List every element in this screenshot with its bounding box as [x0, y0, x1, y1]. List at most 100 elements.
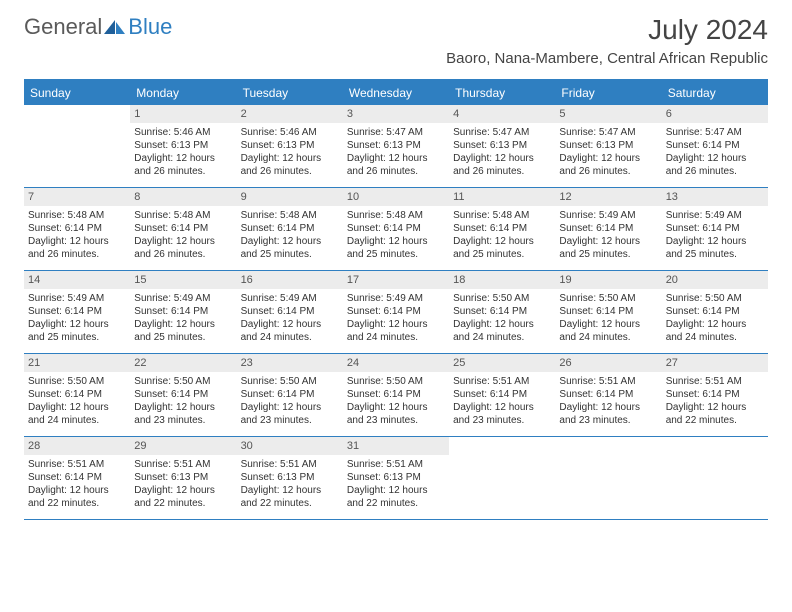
day-info-line: Sunset: 6:14 PM [453, 305, 551, 318]
day-number: 8 [130, 188, 236, 206]
day-cell: 30Sunrise: 5:51 AMSunset: 6:13 PMDayligh… [237, 437, 343, 519]
day-cell: 16Sunrise: 5:49 AMSunset: 6:14 PMDayligh… [237, 271, 343, 353]
day-info-line: Daylight: 12 hours and 26 minutes. [134, 235, 232, 261]
day-info-line: Daylight: 12 hours and 25 minutes. [453, 235, 551, 261]
day-number: 30 [237, 437, 343, 455]
day-cell: 20Sunrise: 5:50 AMSunset: 6:14 PMDayligh… [662, 271, 768, 353]
day-header-row: SundayMondayTuesdayWednesdayThursdayFrid… [24, 81, 768, 105]
day-info-line: Sunset: 6:14 PM [666, 305, 764, 318]
header: General Blue July 2024 Baoro, Nana-Mambe… [0, 0, 792, 71]
day-info-line: Daylight: 12 hours and 25 minutes. [134, 318, 232, 344]
day-info-line: Sunrise: 5:50 AM [28, 375, 126, 388]
day-info-line: Sunrise: 5:46 AM [241, 126, 339, 139]
logo-text-blue: Blue [128, 14, 172, 40]
day-info-line: Daylight: 12 hours and 23 minutes. [453, 401, 551, 427]
day-header: Tuesday [237, 81, 343, 105]
logo-text-general: General [24, 14, 102, 40]
day-cell: 19Sunrise: 5:50 AMSunset: 6:14 PMDayligh… [555, 271, 661, 353]
day-info-line: Sunset: 6:14 PM [134, 305, 232, 318]
day-cell: 29Sunrise: 5:51 AMSunset: 6:13 PMDayligh… [130, 437, 236, 519]
day-number: 27 [662, 354, 768, 372]
day-info-line: Sunset: 6:14 PM [241, 305, 339, 318]
day-info-line: Sunrise: 5:51 AM [559, 375, 657, 388]
day-cell: 25Sunrise: 5:51 AMSunset: 6:14 PMDayligh… [449, 354, 555, 436]
day-number: 15 [130, 271, 236, 289]
week-row: 21 Sunrise: 5:50 AM Sunset: 6:14 PM Dayligh… [24, 354, 768, 437]
day-info-line: Daylight: 12 hours and 24 minutes. [241, 318, 339, 344]
day-number: 12 [555, 188, 661, 206]
day-info-line: Sunset: 6:14 PM [28, 471, 126, 484]
day-info-line: Daylight: 12 hours and 25 minutes. [28, 318, 126, 344]
day-cell: 22Sunrise: 5:50 AMSunset: 6:14 PMDayligh… [130, 354, 236, 436]
day-number: 24 [343, 354, 449, 372]
day-cell: 27Sunrise: 5:51 AMSunset: 6:14 PMDayligh… [662, 354, 768, 436]
day-info-line: Daylight: 12 hours and 24 minutes. [347, 318, 445, 344]
day-info-line: Sunrise: 5:49 AM [134, 292, 232, 305]
day-info-line: Daylight: 12 hours and 25 minutes. [559, 235, 657, 261]
logo: General Blue [24, 14, 172, 40]
day-cell: 6Sunrise: 5:47 AMSunset: 6:14 PMDaylight… [662, 105, 768, 187]
day-number: 25 [449, 354, 555, 372]
day-info-line: Daylight: 12 hours and 24 minutes. [559, 318, 657, 344]
day-info-line: Sunset: 6:14 PM [28, 222, 126, 235]
day-number: 3 [343, 105, 449, 123]
day-number: 23 [237, 354, 343, 372]
day-info-line: Sunrise: 5:49 AM [666, 209, 764, 222]
day-info-line: Daylight: 12 hours and 22 minutes. [134, 484, 232, 510]
day-number: 11 [449, 188, 555, 206]
day-info-line: Sunset: 6:13 PM [241, 139, 339, 152]
day-info-line: Sunrise: 5:49 AM [241, 292, 339, 305]
location: Baoro, Nana-Mambere, Central African Rep… [446, 50, 768, 67]
day-number: 28 [24, 437, 130, 455]
day-number: 6 [662, 105, 768, 123]
day-number: 21 [24, 354, 130, 372]
title-block: July 2024 Baoro, Nana-Mambere, Central A… [446, 14, 768, 67]
day-number: 13 [662, 188, 768, 206]
day-number: 4 [449, 105, 555, 123]
day-info-line: Daylight: 12 hours and 24 minutes. [28, 401, 126, 427]
day-info-line: Sunrise: 5:51 AM [453, 375, 551, 388]
day-info-line: Sunset: 6:13 PM [134, 139, 232, 152]
day-cell: 26Sunrise: 5:51 AMSunset: 6:14 PMDayligh… [555, 354, 661, 436]
day-info-line: Sunset: 6:13 PM [347, 471, 445, 484]
day-info-line: Daylight: 12 hours and 22 minutes. [666, 401, 764, 427]
day-cell: 13Sunrise: 5:49 AMSunset: 6:14 PMDayligh… [662, 188, 768, 270]
day-info-line: Sunset: 6:14 PM [134, 222, 232, 235]
day-info-line: Daylight: 12 hours and 26 minutes. [28, 235, 126, 261]
calendar: SundayMondayTuesdayWednesdayThursdayFrid… [24, 79, 768, 520]
day-cell: 7Sunrise: 5:48 AMSunset: 6:14 PMDaylight… [24, 188, 130, 270]
day-number: 14 [24, 271, 130, 289]
day-info-line: Sunrise: 5:48 AM [28, 209, 126, 222]
day-cell: 17Sunrise: 5:49 AMSunset: 6:14 PMDayligh… [343, 271, 449, 353]
day-info-line: Sunset: 6:13 PM [241, 471, 339, 484]
day-info-line: Sunrise: 5:51 AM [666, 375, 764, 388]
day-info-line: Sunrise: 5:50 AM [666, 292, 764, 305]
day-info-line: Daylight: 12 hours and 26 minutes. [241, 152, 339, 178]
day-info-line: Sunset: 6:13 PM [347, 139, 445, 152]
day-info-line: Sunrise: 5:49 AM [559, 209, 657, 222]
day-info-line: Sunrise: 5:50 AM [134, 375, 232, 388]
day-info-line: Sunset: 6:14 PM [559, 305, 657, 318]
day-info-line: Sunset: 6:14 PM [666, 139, 764, 152]
day-cell: 4Sunrise: 5:47 AMSunset: 6:13 PMDaylight… [449, 105, 555, 187]
day-number: 1 [130, 105, 236, 123]
day-info-line: Sunset: 6:14 PM [347, 388, 445, 401]
day-number: 5 [555, 105, 661, 123]
day-info-line: Daylight: 12 hours and 26 minutes. [453, 152, 551, 178]
day-info-line: Sunrise: 5:48 AM [241, 209, 339, 222]
day-info-line: Daylight: 12 hours and 23 minutes. [241, 401, 339, 427]
week-row: 7Sunrise: 5:48 AMSunset: 6:14 PMDaylight… [24, 188, 768, 271]
day-number: 2 [237, 105, 343, 123]
day-info-line: Sunset: 6:13 PM [134, 471, 232, 484]
day-cell: 10Sunrise: 5:48 AMSunset: 6:14 PMDayligh… [343, 188, 449, 270]
day-cell: 2 Sunrise: 5:46 AMSunset: 6:13 PMDaylight… [237, 105, 343, 187]
day-info-line: Daylight: 12 hours and 22 minutes. [347, 484, 445, 510]
day-info-line: Sunset: 6:13 PM [453, 139, 551, 152]
day-number: 26 [555, 354, 661, 372]
day-info-line: Sunrise: 5:47 AM [559, 126, 657, 139]
day-cell: 9Sunrise: 5:48 AMSunset: 6:14 PMDaylight… [237, 188, 343, 270]
day-info-line: Daylight: 12 hours and 24 minutes. [453, 318, 551, 344]
day-cell: 24Sunrise: 5:50 AMSunset: 6:14 PMDayligh… [343, 354, 449, 436]
day-info-line: Daylight: 12 hours and 25 minutes. [666, 235, 764, 261]
logo-sail-icon [104, 19, 126, 35]
